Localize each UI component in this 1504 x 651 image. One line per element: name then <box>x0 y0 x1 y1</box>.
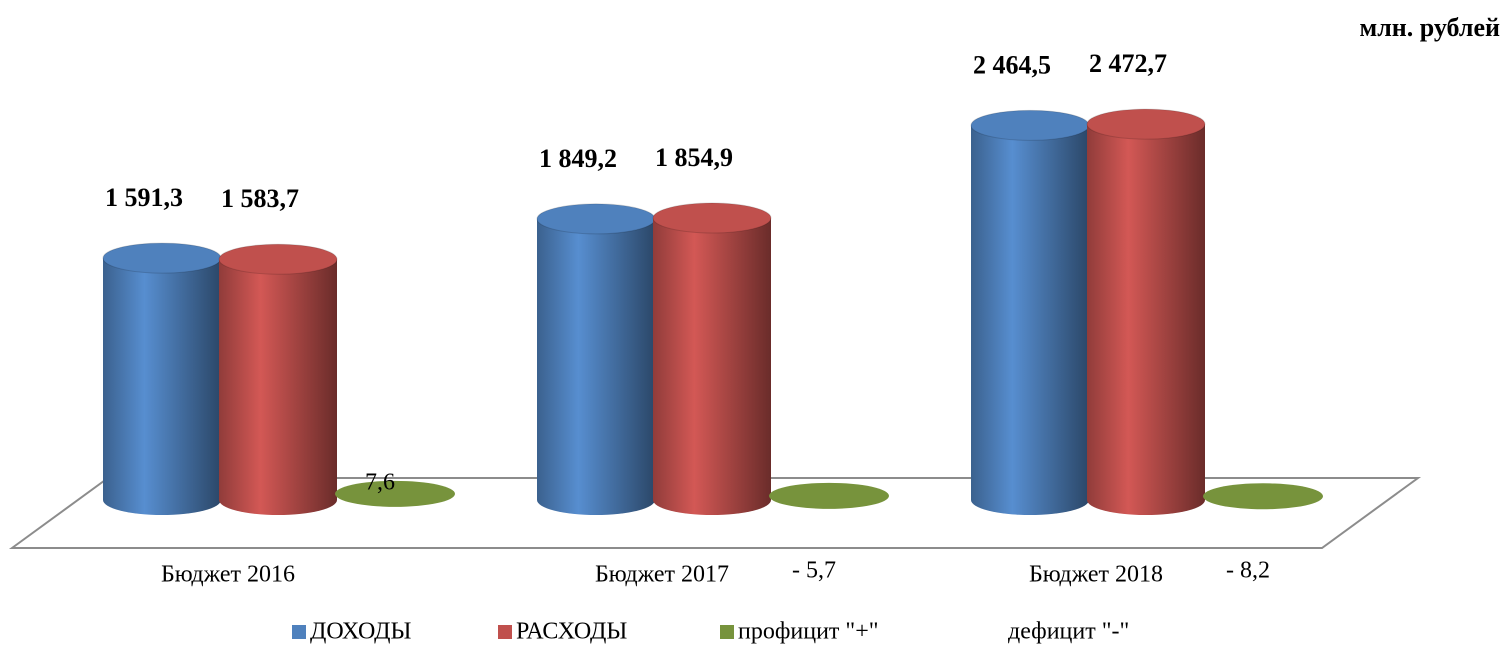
cylinder-body <box>1087 124 1205 515</box>
cylinder-body <box>537 218 655 515</box>
value-label: 1 583,7 <box>221 184 299 213</box>
value-label: 1 591,3 <box>105 183 183 212</box>
cylinder-body <box>653 218 771 515</box>
value-label: - 5,7 <box>792 558 836 584</box>
legend-swatch <box>720 625 734 639</box>
x-tick-label: Бюджет 2018 <box>1029 562 1163 588</box>
legend-label: дефицит "-" <box>1008 619 1129 645</box>
cylinder <box>652 202 772 515</box>
cylinder <box>1086 108 1206 515</box>
cylinder-body <box>971 125 1089 516</box>
legend-swatch <box>292 625 306 639</box>
unit-label: млн. рублей <box>1359 13 1500 42</box>
value-label: 1 854,9 <box>655 143 733 172</box>
floor <box>8 477 1422 549</box>
cylinder-top <box>970 109 1090 141</box>
cylinder-body <box>103 258 221 515</box>
cylinder-top <box>536 203 656 235</box>
cylinder <box>218 243 338 515</box>
cylinder <box>102 242 222 515</box>
x-tick-label: Бюджет 2017 <box>595 562 729 588</box>
value-label: 7,6 <box>365 469 395 495</box>
legend-label: РАСХОДЫ <box>516 619 627 645</box>
cylinder-top <box>652 202 772 234</box>
cylinder-body <box>219 259 337 515</box>
value-label: 1 849,2 <box>539 144 617 173</box>
cylinder <box>536 203 656 515</box>
disc <box>1203 483 1323 510</box>
value-label: 2 464,5 <box>973 50 1051 79</box>
legend-swatch <box>498 625 512 639</box>
disc <box>769 482 889 509</box>
cylinder <box>970 109 1090 516</box>
legend-label: ДОХОДЫ <box>310 619 411 645</box>
legend-label: профицит "+" <box>738 619 879 645</box>
cylinder-top <box>102 242 222 274</box>
cylinder-top <box>218 243 338 275</box>
value-label: - 8,2 <box>1226 558 1270 584</box>
x-tick-label: Бюджет 2016 <box>161 562 295 588</box>
disc <box>335 480 455 507</box>
cylinder-top <box>1086 108 1206 140</box>
value-label: 2 472,7 <box>1089 49 1167 78</box>
